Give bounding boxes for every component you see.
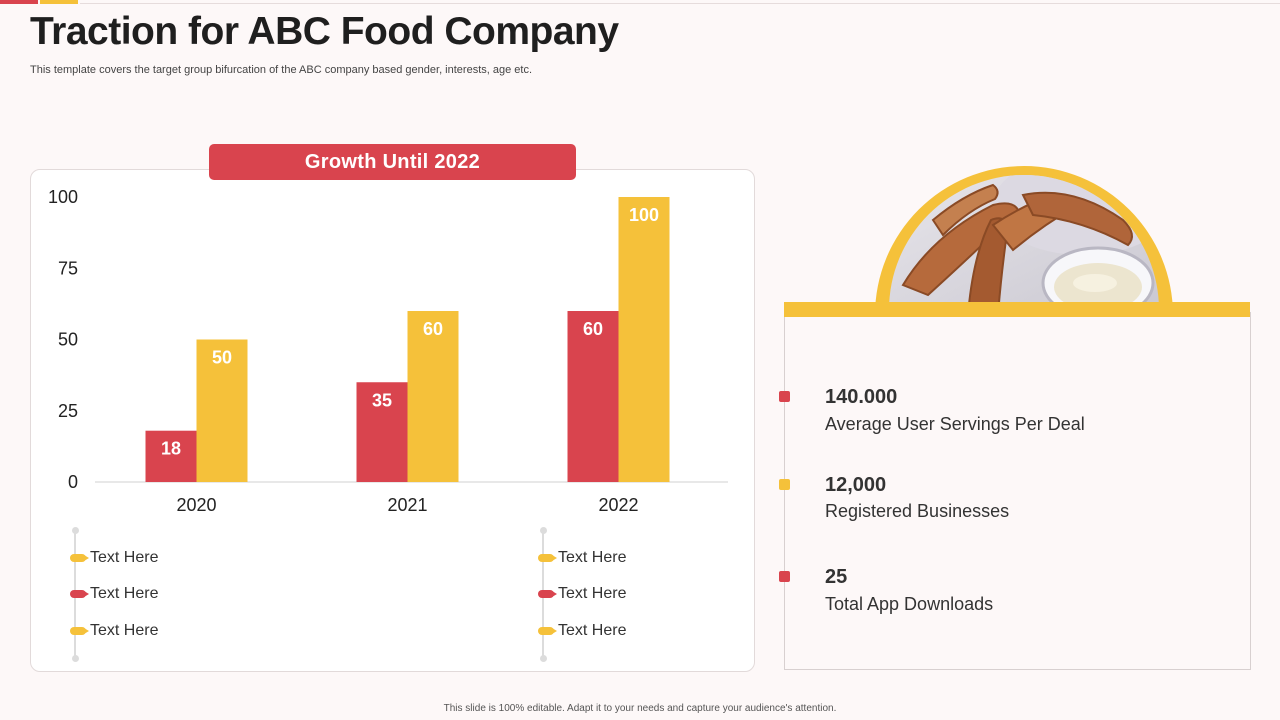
top-accent-yellow [40, 0, 78, 4]
legend-label: Text Here [558, 585, 627, 602]
bar-2022-series-1 [567, 311, 619, 482]
legend-right-top-dot [540, 527, 547, 534]
stat-label: Average User Servings Per Deal [825, 414, 1085, 434]
fried-fish-icon [889, 175, 1159, 310]
legend-item: Text Here [538, 584, 626, 604]
legend-pin-icon [70, 627, 89, 635]
stat-label: Registered Businesses [825, 501, 1010, 521]
legend-pin-icon [538, 627, 557, 635]
legend-right-bottom-dot [540, 655, 547, 662]
y-tick-label: 25 [58, 401, 78, 421]
stat-value: 140.000 [825, 386, 898, 408]
data-label: 100 [629, 205, 659, 225]
legend-label: Text Here [90, 549, 159, 566]
y-tick-label: 50 [58, 330, 78, 350]
legend-label: Text Here [90, 622, 159, 639]
stats-accent-bar [784, 302, 1250, 317]
legend-pin-icon [538, 590, 557, 598]
data-label: 60 [423, 319, 443, 339]
stat-bullet-icon [779, 571, 790, 582]
bar-chart: 0 25 50 75 100 18 50 2020 35 60 2021 60 100 2022 [48, 187, 728, 515]
stat-bullet-icon [779, 391, 790, 402]
legend-pin-icon [70, 554, 89, 562]
legend-label: Text Here [90, 585, 159, 602]
data-label: 60 [583, 319, 603, 339]
legend-label: Text Here [558, 622, 627, 639]
top-accent-red [0, 0, 38, 4]
stat-label: Total App Downloads [825, 594, 994, 614]
x-tick-label: 2020 [176, 495, 216, 515]
legend-label: Text Here [558, 549, 627, 566]
bar-2020-series-2 [196, 339, 248, 482]
stat-bullet-icon [779, 479, 790, 490]
bar-2021-series-1 [356, 382, 408, 482]
legend-pin-icon [70, 590, 89, 598]
y-tick-label: 75 [58, 258, 78, 278]
data-label: 18 [161, 439, 181, 459]
legend-item: Text Here [538, 548, 626, 568]
stat-value: 25 [825, 566, 848, 588]
legend-item: Text Here [70, 548, 158, 568]
legend-left-bottom-dot [72, 655, 79, 662]
legend-left-top-dot [72, 527, 79, 534]
data-label: 50 [212, 348, 232, 368]
legend-item: Text Here [70, 621, 158, 641]
top-divider [80, 3, 1280, 4]
stat-value: 12,000 [825, 474, 887, 496]
footer-note: This slide is 100% editable. Adapt it to… [443, 703, 837, 714]
chart-header: Growth Until 2022 [209, 144, 576, 180]
legend-item: Text Here [538, 621, 626, 641]
legend-pin-icon [538, 554, 557, 562]
x-tick-label: 2021 [387, 495, 427, 515]
bar-2021-series-2 [407, 311, 459, 482]
bar-2020-series-1 [145, 430, 197, 482]
x-tick-label: 2022 [598, 495, 638, 515]
stats-card [784, 312, 1251, 670]
food-image-arch [873, 165, 1175, 320]
y-tick-label: 100 [48, 187, 78, 207]
legend-item: Text Here [70, 584, 158, 604]
y-tick-label: 0 [68, 472, 78, 492]
page-title: Traction for ABC Food Company [30, 10, 619, 53]
bar-2022-series-2 [618, 197, 670, 482]
data-label: 35 [372, 390, 392, 410]
page-subtitle: This template covers the target group bi… [30, 64, 533, 76]
